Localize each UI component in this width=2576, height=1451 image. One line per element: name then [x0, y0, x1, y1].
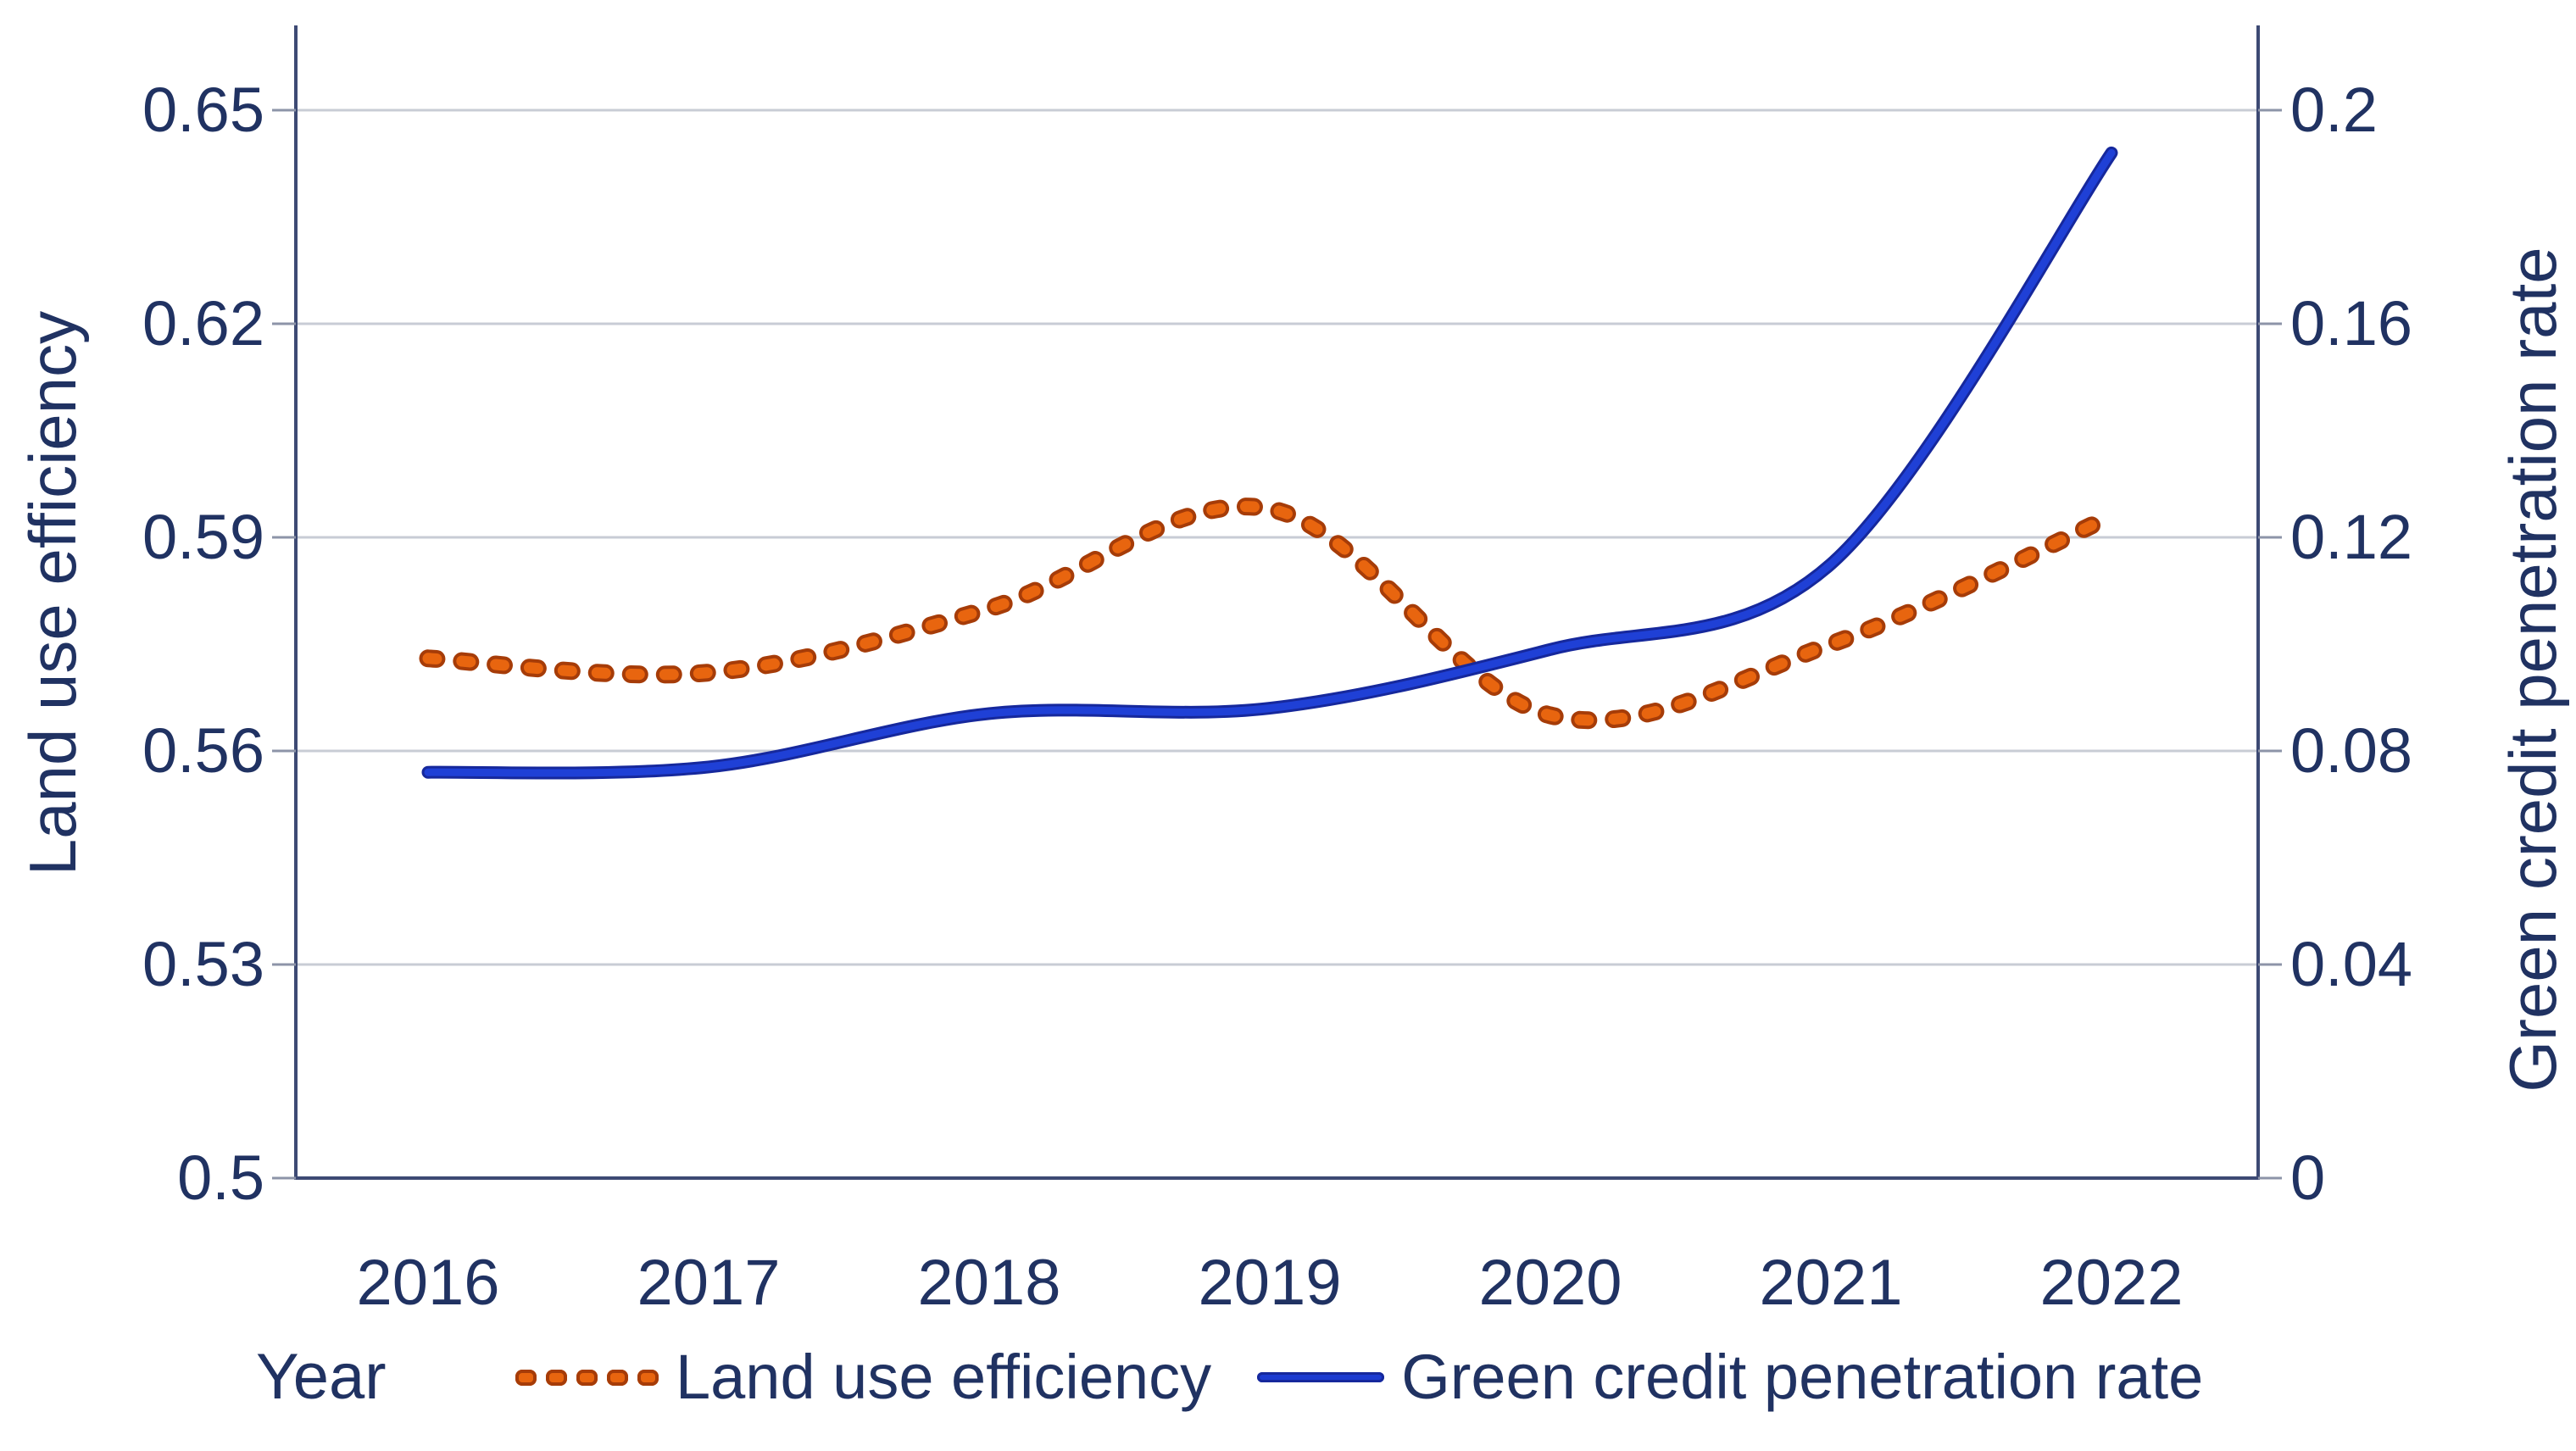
- legend-item-land-use-efficiency: Land use efficiency: [515, 1343, 1211, 1412]
- right-axis-tick-label: 0: [2290, 1142, 2326, 1213]
- legend: Land use efficiency Green credit penetra…: [515, 1343, 2203, 1412]
- right-axis-tick-label: 0.08: [2290, 715, 2413, 786]
- x-axis-tick-label: 2021: [1759, 1247, 1903, 1319]
- right-axis-title: Green credit penetration rate: [2495, 247, 2570, 1092]
- x-axis-tick-label: 2019: [1198, 1247, 1342, 1319]
- x-axis-tick-label: 2020: [1478, 1247, 1622, 1319]
- x-axis-tick-label: 2022: [2039, 1247, 2184, 1319]
- legend-dot-icon: [515, 1369, 537, 1386]
- x-axis-title: Year: [256, 1341, 387, 1413]
- left-axis-title: Land use efficiency: [15, 310, 90, 876]
- legend-dot-icon: [607, 1369, 628, 1386]
- x-axis-tick-label: 2016: [356, 1247, 500, 1319]
- legend-dot-icon: [637, 1369, 659, 1386]
- dotted-line-swatch-icon: [515, 1369, 659, 1386]
- series-green-credit-penetration-rate: [424, 148, 2116, 777]
- left-axis-tick-label: 0.62: [142, 288, 264, 359]
- left-axis-tick-label: 0.65: [142, 75, 264, 145]
- right-axis-tick-label: 0.12: [2290, 502, 2413, 572]
- left-axis-tick-label: 0.53: [142, 929, 264, 999]
- right-axis-tick-label: 0.2: [2290, 75, 2378, 145]
- right-axis-tick-label: 0.04: [2290, 929, 2413, 999]
- x-axis-tick-label: 2018: [917, 1247, 1061, 1319]
- x-axis-tick-label: 2017: [637, 1247, 781, 1319]
- legend-label: Land use efficiency: [676, 1342, 1212, 1412]
- solid-line-swatch-icon: [1257, 1372, 1385, 1382]
- right-axis-tick-label: 0.16: [2290, 288, 2413, 359]
- legend-item-green-credit-penetration-rate: Green credit penetration rate: [1257, 1343, 2203, 1412]
- legend-dot-icon: [546, 1369, 567, 1386]
- series-land-use-efficiency: [422, 501, 2117, 726]
- left-axis-tick-label: 0.56: [142, 715, 264, 786]
- left-axis-tick-label: 0.5: [177, 1142, 264, 1213]
- legend-dot-icon: [576, 1369, 598, 1386]
- legend-label: Green credit penetration rate: [1401, 1342, 2204, 1412]
- series-green-credit-penetration-rate-edge: [421, 146, 2118, 780]
- left-axis-tick-label: 0.59: [142, 502, 264, 572]
